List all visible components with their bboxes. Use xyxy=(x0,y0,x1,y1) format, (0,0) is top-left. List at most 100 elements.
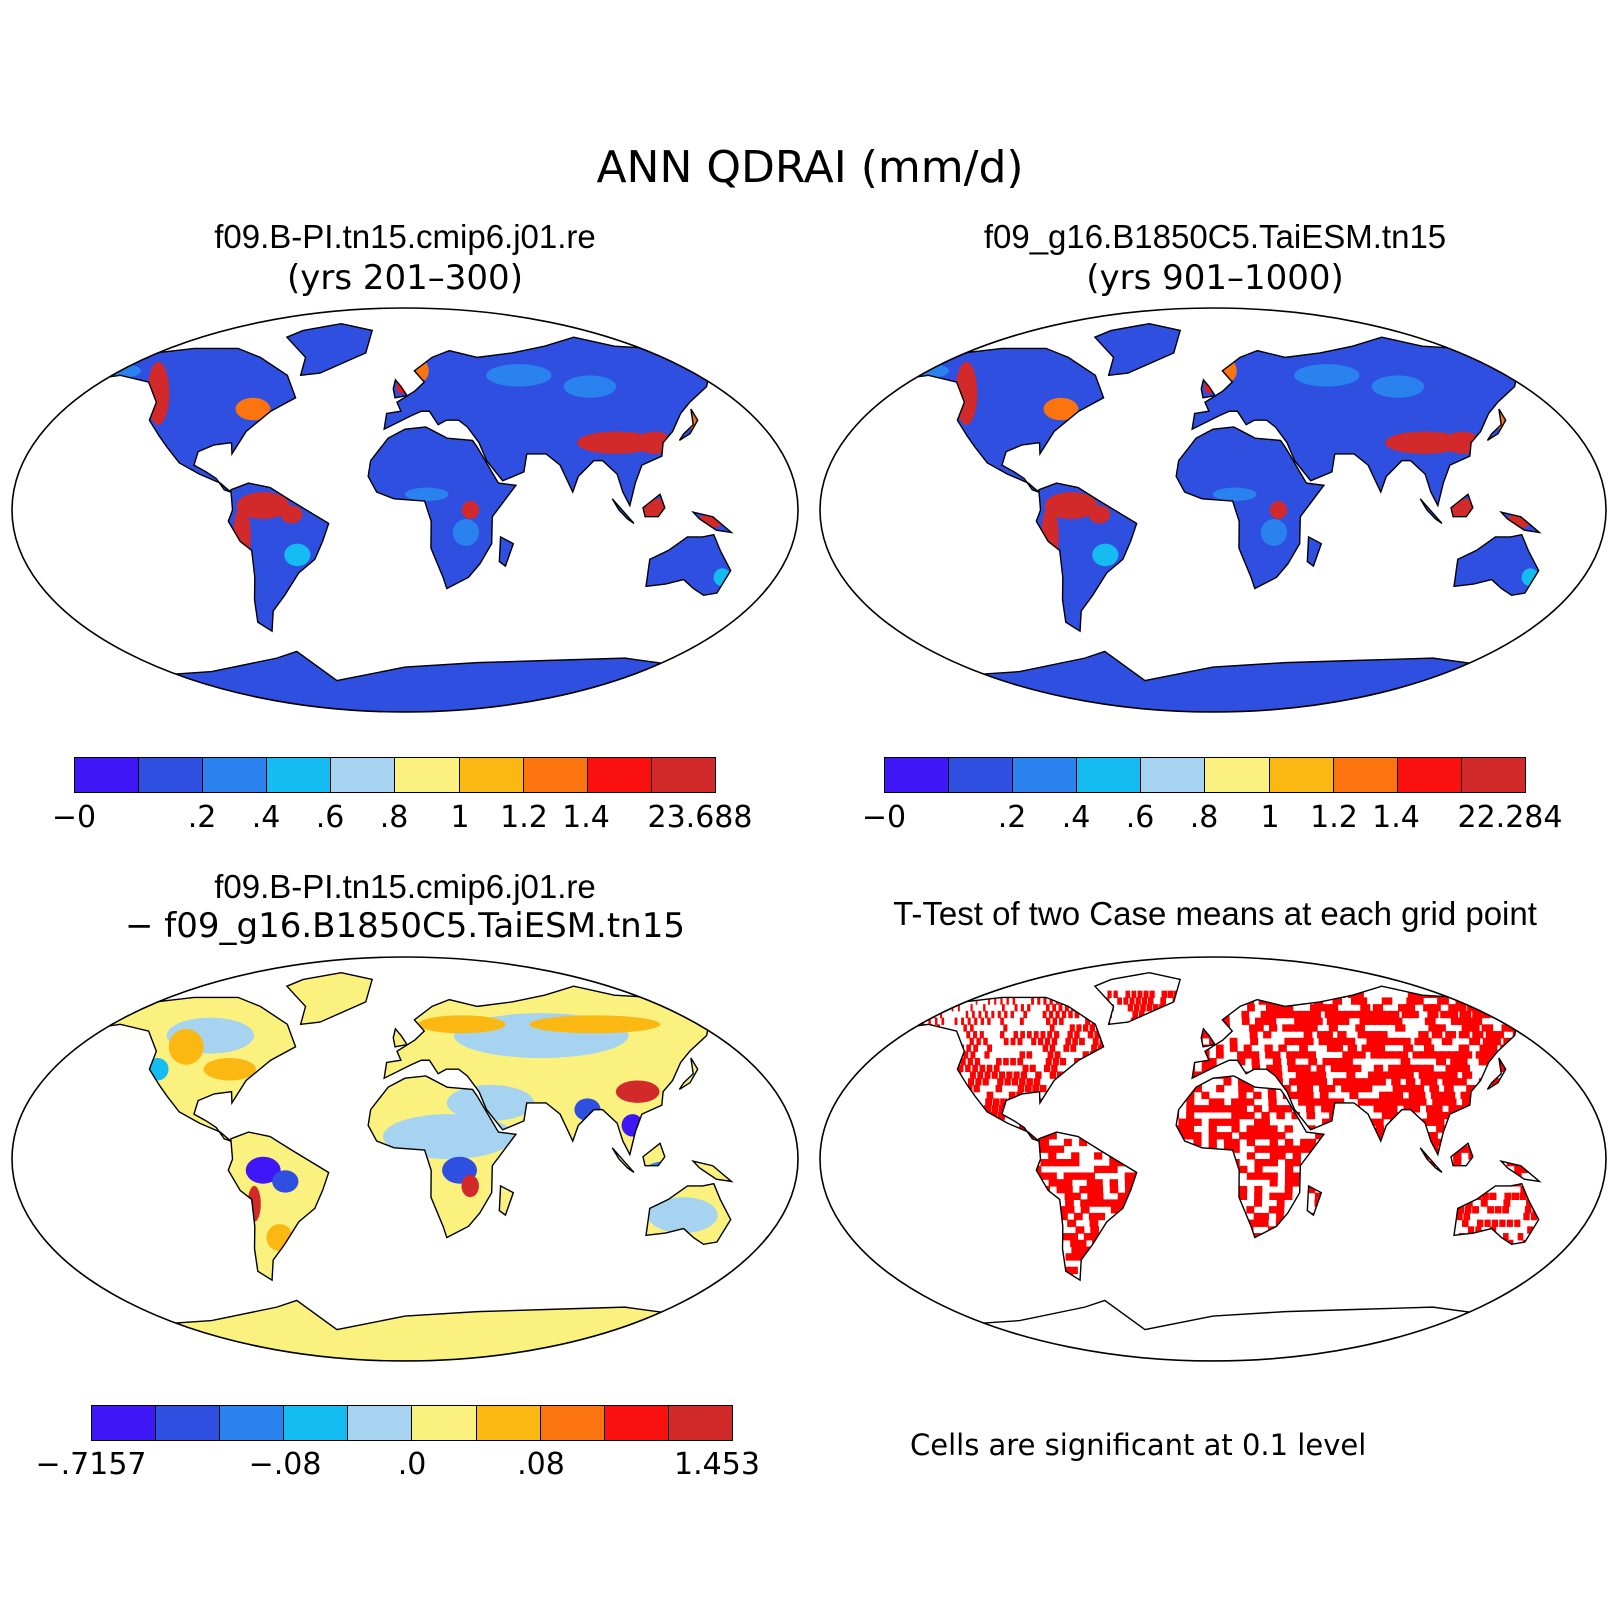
significant-cell xyxy=(1013,1212,1024,1221)
significant-cell xyxy=(965,1064,971,1073)
color-swatch xyxy=(75,758,140,792)
field-patch xyxy=(233,505,251,569)
significant-cell xyxy=(1262,1145,1271,1153)
significant-cell xyxy=(865,1159,873,1166)
significant-cell xyxy=(1034,1118,1043,1126)
significant-cell xyxy=(1253,1091,1262,1099)
significant-cell xyxy=(919,1138,927,1147)
significant-cell xyxy=(858,1179,867,1186)
significant-cell xyxy=(954,1105,961,1113)
significant-cell xyxy=(1497,1010,1511,1019)
significant-cell xyxy=(1529,1017,1542,1025)
significant-cell xyxy=(1429,1004,1441,1012)
significant-cell xyxy=(1361,1145,1370,1153)
significant-cell xyxy=(1374,1199,1383,1207)
significant-cell xyxy=(1486,1239,1492,1248)
significant-cell xyxy=(883,1247,894,1254)
significant-cell xyxy=(1305,1226,1313,1234)
significant-cell xyxy=(1361,1152,1370,1160)
significant-cell xyxy=(1427,1010,1439,1019)
significant-cell xyxy=(1423,1226,1431,1234)
significant-cell xyxy=(1367,1199,1375,1207)
significant-cell xyxy=(1394,1098,1405,1106)
significant-cell xyxy=(1391,1172,1400,1180)
significant-cell xyxy=(1261,1118,1270,1126)
significant-cell xyxy=(1419,1266,1425,1275)
significant-cell xyxy=(967,1058,973,1066)
significant-cell xyxy=(1038,1037,1044,1046)
significant-cell xyxy=(1042,1199,1052,1207)
colorbar-top-left xyxy=(74,757,716,793)
significant-cell xyxy=(1112,1091,1120,1099)
significant-cell xyxy=(1393,1037,1404,1046)
significant-cell xyxy=(1385,1287,1390,1294)
significant-cell xyxy=(1563,1058,1576,1066)
significant-cell xyxy=(1317,1071,1327,1079)
significant-cell xyxy=(1148,1105,1157,1113)
significant-cell xyxy=(1049,1118,1058,1126)
significant-cell xyxy=(1002,1138,1011,1147)
significant-cell xyxy=(1160,997,1167,1005)
significant-cell xyxy=(1309,1004,1319,1012)
significant-cell xyxy=(1123,997,1129,1005)
significant-cell xyxy=(1314,1192,1323,1200)
significant-cell xyxy=(1238,1111,1248,1120)
field-patch xyxy=(203,1058,256,1081)
significant-cell xyxy=(866,1132,873,1139)
significant-cell xyxy=(851,1220,861,1227)
significant-cell xyxy=(1017,1152,1026,1160)
significant-cell xyxy=(1380,1219,1388,1227)
significant-cell xyxy=(1158,1071,1166,1079)
significant-cell xyxy=(1510,1010,1524,1019)
significant-cell xyxy=(1482,1266,1488,1275)
significant-cell xyxy=(1370,1233,1378,1241)
significant-cell xyxy=(1346,1071,1356,1079)
significant-cell xyxy=(1002,1233,1013,1241)
significant-cell xyxy=(1254,1125,1263,1133)
significant-cell xyxy=(1100,1246,1110,1254)
significant-cell xyxy=(1241,1010,1250,1019)
significant-cell xyxy=(1138,1266,1148,1275)
significant-cell xyxy=(1495,1118,1506,1126)
significant-cell xyxy=(1411,1246,1418,1254)
significant-cell xyxy=(900,1051,905,1059)
significant-cell xyxy=(861,1119,868,1126)
significant-cell xyxy=(1267,1010,1276,1019)
significant-cell xyxy=(1209,1017,1217,1025)
significant-cell xyxy=(980,1273,991,1281)
significant-cell xyxy=(1180,1051,1189,1059)
significant-cell xyxy=(1307,1159,1317,1167)
significant-cell xyxy=(1122,1064,1130,1073)
significant-cell xyxy=(1201,1266,1210,1275)
significant-cell xyxy=(973,1031,978,1039)
significant-cell xyxy=(1108,1064,1116,1073)
significant-cell xyxy=(933,1246,945,1254)
significant-cell xyxy=(1406,1132,1416,1140)
significant-cell xyxy=(1425,1105,1436,1113)
significant-cell xyxy=(866,1220,876,1227)
significant-cell xyxy=(962,1280,974,1281)
significant-cell xyxy=(1508,1024,1521,1032)
significant-cell xyxy=(1208,1226,1217,1234)
significant-cell xyxy=(1368,1246,1375,1254)
significant-cell xyxy=(1111,1105,1119,1113)
significant-cell xyxy=(1094,1064,1101,1073)
significant-cell xyxy=(1058,1105,1067,1113)
color-swatch xyxy=(267,758,332,792)
significant-cell xyxy=(1193,1219,1202,1227)
significant-cell xyxy=(1269,1172,1278,1180)
significant-cell xyxy=(1282,1084,1291,1093)
significant-cell xyxy=(1393,1226,1401,1234)
significant-cell xyxy=(1055,1159,1065,1167)
significant-cell xyxy=(885,1233,895,1240)
significant-cell xyxy=(1193,1105,1202,1113)
significant-cell xyxy=(1442,1239,1449,1248)
significant-cell xyxy=(1231,1125,1240,1133)
significant-cell xyxy=(1303,1031,1313,1039)
significant-cell xyxy=(1409,1098,1420,1106)
significant-cell xyxy=(1208,1266,1217,1275)
significant-cell xyxy=(1317,1287,1323,1294)
significant-cell xyxy=(916,1239,928,1248)
significant-cell xyxy=(1289,997,1299,1005)
significant-cell xyxy=(1216,1118,1225,1126)
